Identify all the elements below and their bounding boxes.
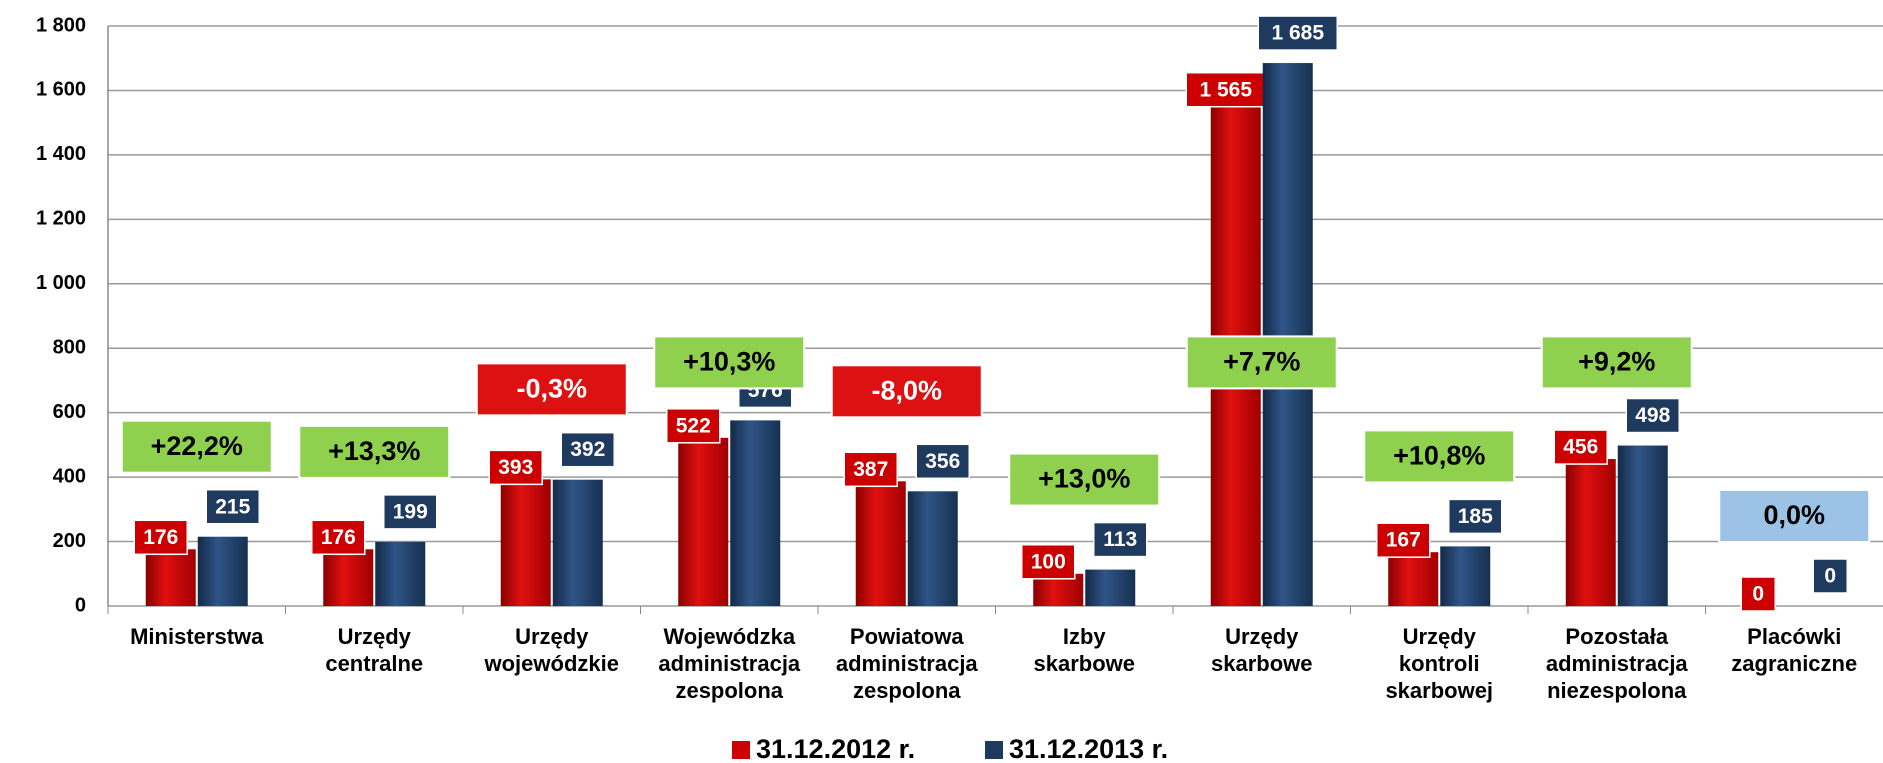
value-label: 1 685 [1271,22,1324,45]
x-tick-label: skarbowej [1385,678,1493,703]
chart: 0 200 400 600 800 1 000 1 200 1 400 1 600 1 800 Mi… [0,0,1883,763]
value-label: 1 565 [1199,78,1252,101]
change-label: +10,8% [1393,441,1485,471]
x-tick-label: Urzędy [338,624,412,649]
x-tick-label: skarbowe [1211,651,1313,676]
value-label: 522 [676,414,711,437]
bar [1263,63,1313,606]
x-tick-label: zespolona [853,678,961,703]
bar [856,481,906,606]
bar [1566,459,1616,606]
value-label: 0 [1824,565,1836,588]
change-label: +22,2% [151,431,243,461]
y-tick-label: 1 600 [36,79,86,101]
x-tick-label: zagraniczne [1731,651,1857,676]
x-tick-label: Placówki [1747,624,1841,649]
bar [198,537,248,606]
y-tick-label: 1 400 [36,143,86,165]
bar [1388,552,1438,606]
bar [146,549,196,606]
x-tick-label: wojewódzkie [484,651,619,676]
x-tick-label: skarbowe [1034,651,1136,676]
bar [375,542,425,606]
x-tick-label: Izby [1063,624,1107,649]
bar [553,480,603,606]
change-label: +10,3% [683,347,775,377]
legend-label: 31.12.2013 r. [1009,734,1168,763]
value-label: 167 [1386,529,1421,552]
y-tick-label: 0 [75,594,86,616]
change-label: +7,7% [1223,347,1300,377]
x-tick-label: Urzędy [515,624,589,649]
x-tick-label: administracja [1546,651,1689,676]
value-label: 176 [321,526,356,549]
x-tick-label: kontroli [1399,651,1480,676]
x-tick-label: administracja [836,651,979,676]
value-label: 498 [1635,404,1670,427]
change-label: -8,0% [871,375,942,405]
change-label: +9,2% [1578,347,1655,377]
y-tick-label: 1 000 [36,272,86,294]
bar [501,479,551,606]
x-tick-label: centralne [325,651,423,676]
bar [1440,546,1490,606]
value-label: 199 [393,500,428,523]
bar [730,420,780,606]
value-label: 176 [143,526,178,549]
legend-swatch [985,741,1003,759]
y-tick-label: 200 [53,530,86,552]
x-tick-label: Powiatowa [850,624,964,649]
value-label: 456 [1563,436,1598,459]
bar [1618,446,1668,606]
x-tick-label: Urzędy [1403,624,1477,649]
x-tick-label: zespolona [675,678,783,703]
bar [678,438,728,606]
value-label: 0 [1752,583,1764,606]
x-tick-label: administracja [658,651,801,676]
value-label: 356 [925,450,960,473]
y-tick-label: 400 [53,465,86,487]
y-tick-label: 1 800 [36,14,86,36]
value-label: 393 [498,456,533,479]
change-label: +13,0% [1038,464,1130,494]
value-label: 100 [1031,550,1066,573]
value-label: 392 [570,438,605,461]
value-label: 387 [853,458,888,481]
x-tick-label: Ministerstwa [130,624,264,649]
bar [323,549,373,606]
x-tick-label: niezespolona [1547,678,1687,703]
value-label: 185 [1458,505,1493,528]
bar [1085,570,1135,606]
change-label: -0,3% [516,373,587,403]
legend-label: 31.12.2012 r. [756,734,915,763]
x-tick-label: Urzędy [1225,624,1299,649]
value-label: 215 [215,495,250,518]
y-tick-label: 1 200 [36,208,86,230]
legend-swatch [732,741,750,759]
x-tick-label: Pozostała [1565,624,1668,649]
y-tick-label: 600 [53,401,86,423]
value-label: 113 [1103,528,1137,551]
change-label: +13,3% [328,436,420,466]
y-tick-label: 800 [53,337,86,359]
bar [908,491,958,606]
change-label: 0,0% [1763,500,1825,530]
x-tick-label: Wojewódzka [663,624,795,649]
